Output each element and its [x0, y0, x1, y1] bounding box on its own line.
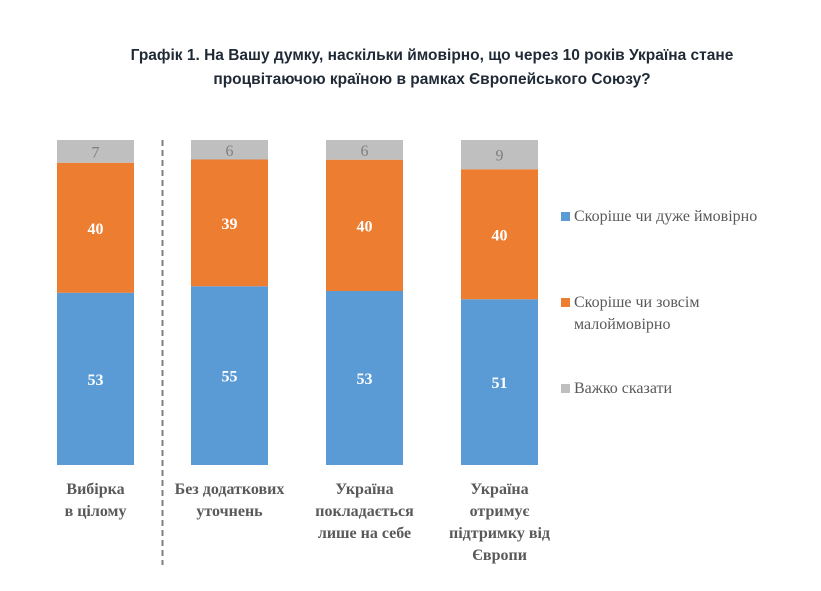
legend-label: Важко сказати — [574, 380, 673, 397]
category-label: Без додаткових — [175, 481, 285, 498]
category-label: отримує — [470, 503, 530, 520]
bar-segment — [461, 140, 538, 170]
category-label: лише на себе — [318, 525, 411, 542]
data-label: 55 — [222, 369, 238, 386]
data-label: 40 — [88, 221, 104, 238]
bar-segment — [191, 140, 268, 160]
data-label: 6 — [361, 143, 369, 160]
category-label: підтримку від — [449, 525, 550, 542]
bar-segment — [461, 299, 538, 465]
data-label: 7 — [92, 144, 100, 161]
category-label: Вибірка — [66, 481, 124, 498]
chart-title-line-1: Графік 1. На Вашу думку, наскільки ймові… — [130, 47, 734, 64]
data-label: 53 — [88, 372, 104, 389]
category-label: Європи — [472, 547, 527, 564]
legend-swatch — [561, 212, 570, 221]
data-label: 51 — [492, 375, 508, 392]
bar-segment — [57, 292, 134, 465]
bar-segment — [57, 140, 134, 163]
chart-title: Графік 1. На Вашу думку, наскільки ймові… — [0, 44, 821, 92]
legend-swatch — [561, 384, 570, 393]
bar-segment — [326, 140, 403, 160]
category-label: Україна — [470, 481, 528, 498]
data-label: 40 — [492, 227, 508, 244]
data-label: 39 — [222, 216, 238, 233]
category-label: Україна — [335, 481, 393, 498]
data-label: 40 — [357, 218, 373, 235]
bar-segment — [191, 159, 268, 287]
data-label: 6 — [226, 143, 234, 160]
data-label: 9 — [496, 148, 504, 165]
chart-title-line-2: процвітаючою країною в рамках Європейськ… — [213, 71, 651, 88]
category-label: уточнень — [196, 503, 263, 520]
legend-label: Скоріше чи дуже ймовірно — [574, 208, 757, 225]
legend-label: Скоріше чи зовсім — [574, 294, 699, 311]
legend-label: малоймовірно — [574, 316, 671, 333]
legend-swatch — [561, 298, 570, 307]
category-label: покладається — [315, 503, 414, 520]
bar-segment — [326, 159, 403, 292]
bar-segment — [57, 162, 134, 293]
bar-segment — [191, 286, 268, 465]
bar-segment — [326, 291, 403, 465]
bar-segment — [461, 169, 538, 300]
category-label: в цілому — [65, 503, 127, 520]
data-label: 53 — [357, 371, 373, 388]
